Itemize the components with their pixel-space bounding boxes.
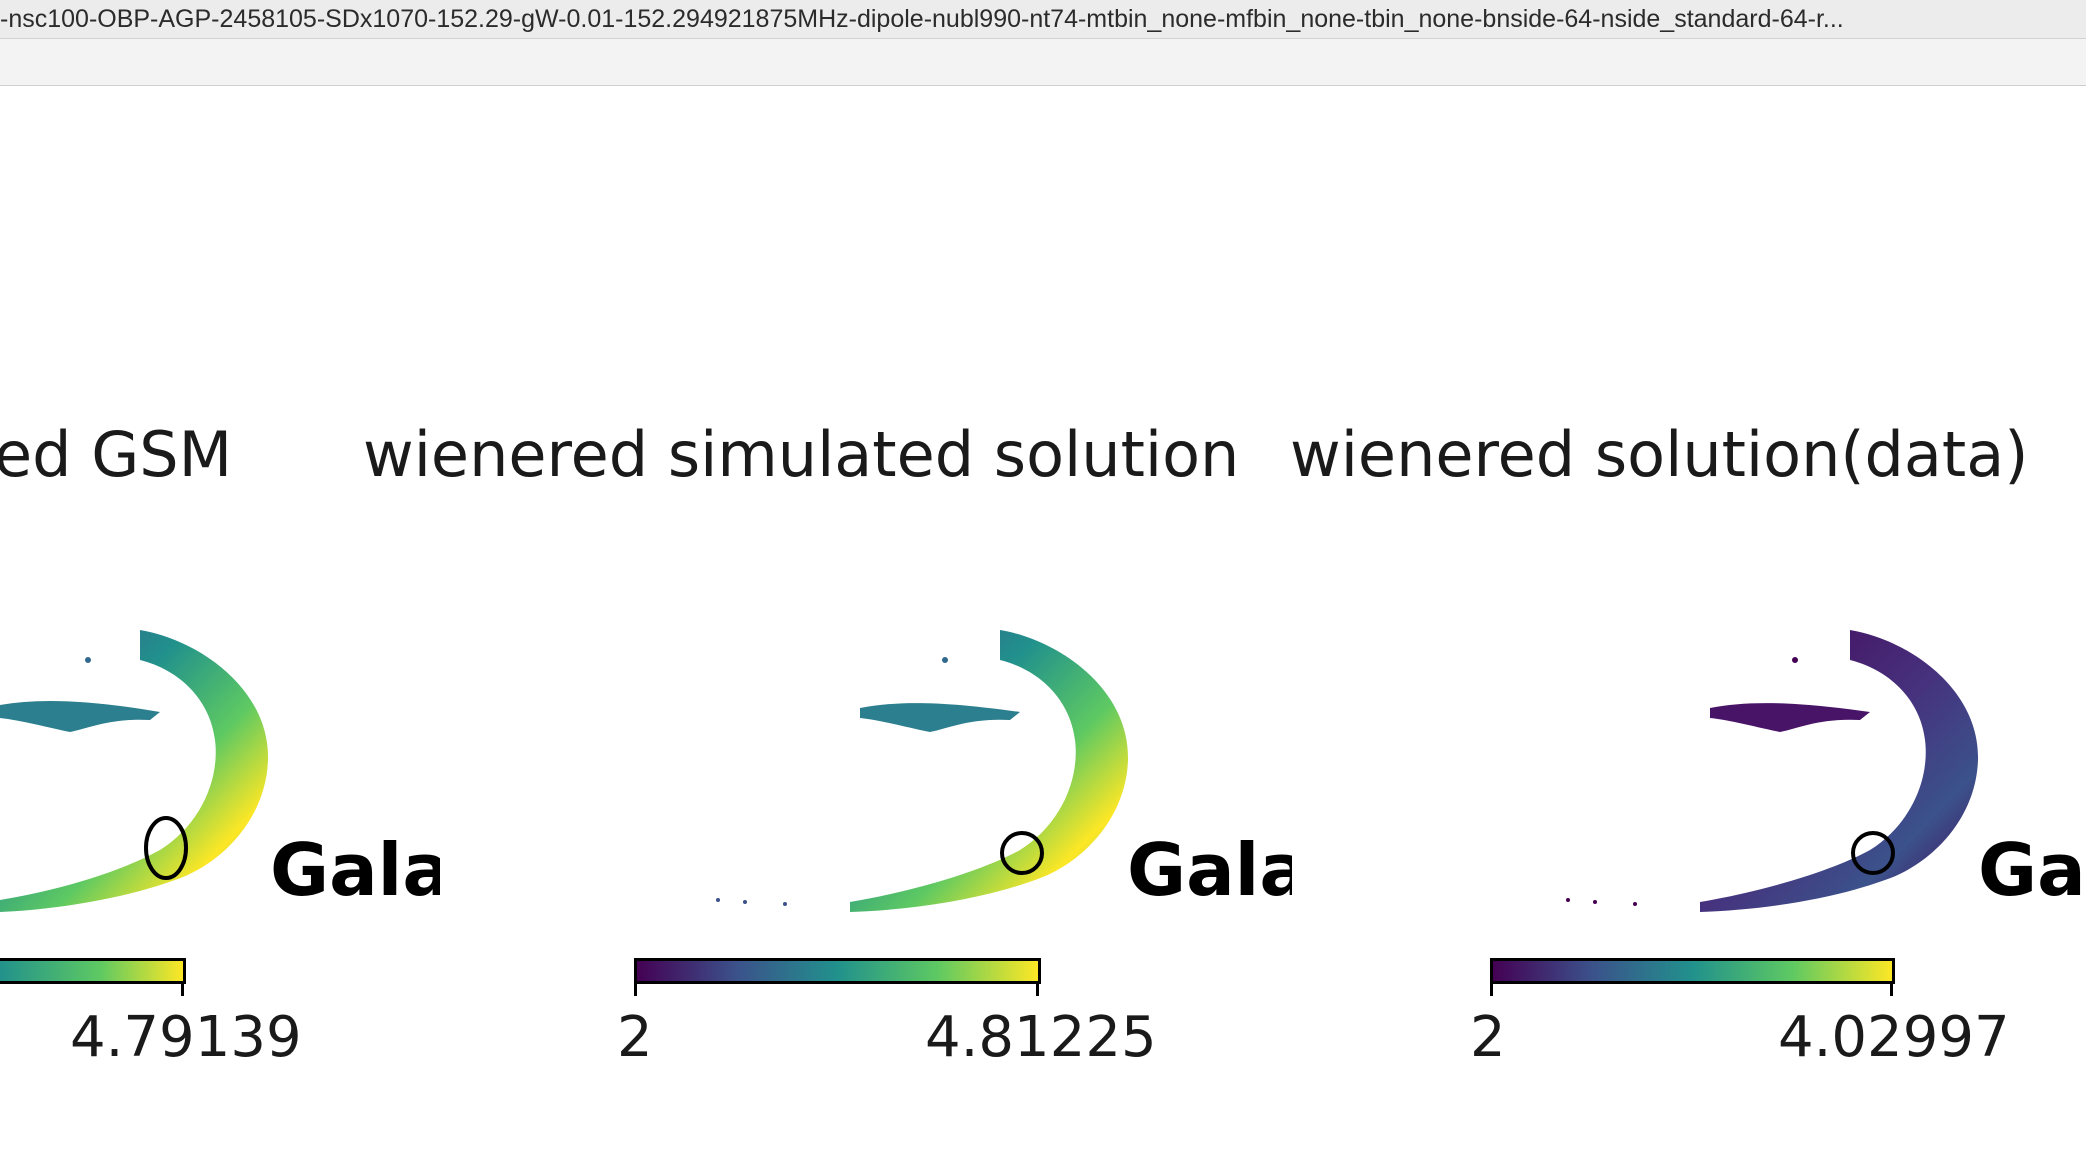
galactic-band (1700, 630, 1979, 912)
panel-3-colorbar (1490, 958, 1895, 984)
panel-2-colorbar-max: 4.81225 (925, 1005, 1157, 1070)
panel-2-map (716, 630, 1129, 912)
window-toolbar (0, 39, 2086, 86)
panel-3-colorbar-max: 4.02997 (1778, 1005, 2010, 1070)
panel-1-title: ed GSM (0, 418, 233, 491)
galactic-streak (1710, 703, 1870, 732)
panel-2-colorbar (634, 958, 1041, 984)
galactic-streak (860, 703, 1020, 732)
galactic-streak (0, 700, 160, 732)
panel-3-colorbar-min: 2 (1470, 1005, 1506, 1070)
panel-3-gal-label: Ga (1978, 828, 2086, 912)
panel-2-colorbar-min: 2 (617, 1005, 653, 1070)
panel-1-map (0, 630, 269, 912)
panel-3-map (1566, 630, 1979, 912)
galactic-band (850, 630, 1129, 912)
panel-1-colorbar-tick-max (181, 982, 184, 996)
panel-1-gal-label: Gala (270, 828, 440, 912)
panel-1-colorbar-max: 4.79139 (70, 1005, 302, 1070)
source-marker (1000, 831, 1044, 875)
panel-2-colorbar-tick-max (1036, 982, 1039, 996)
panel-2-title: wienered simulated solution (363, 418, 1240, 491)
galactic-band (0, 630, 269, 912)
panel-3-colorbar-tick-max (1890, 982, 1893, 996)
panel-1-colorbar (0, 958, 186, 984)
panel-3-title: wienered solution(data) (1290, 418, 2029, 491)
panel-2-gal-label: Gala (1127, 828, 1292, 912)
panel-2-colorbar-tick-min (634, 982, 637, 996)
source-marker (144, 816, 188, 880)
window-titlebar: -nsc100-OBP-AGP-2458105-SDx1070-152.29-g… (0, 0, 2086, 39)
panel-3-colorbar-tick-min (1490, 982, 1493, 996)
source-marker (1851, 831, 1895, 875)
window-title: -nsc100-OBP-AGP-2458105-SDx1070-152.29-g… (0, 5, 1844, 33)
